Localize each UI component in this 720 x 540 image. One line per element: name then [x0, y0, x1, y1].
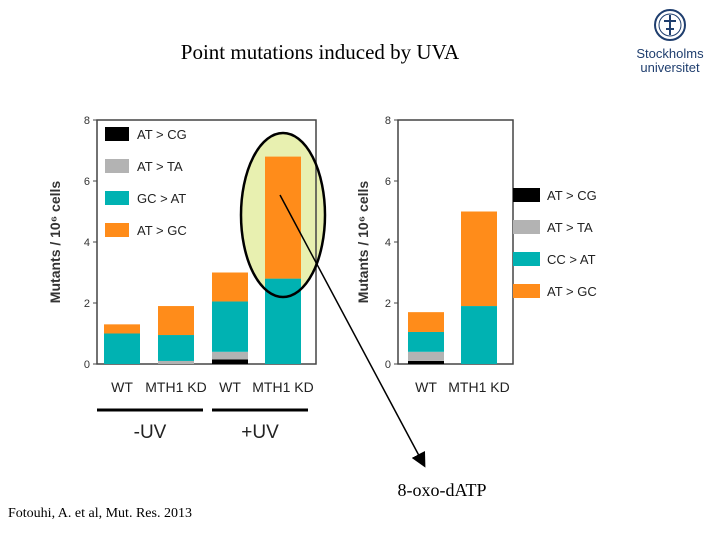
bar-segment-at-gc — [104, 324, 140, 334]
category-label: WT — [111, 379, 133, 395]
legend-label: AT > TA — [547, 220, 593, 235]
legend-swatch — [105, 191, 129, 205]
group-label: +UV — [241, 422, 279, 443]
category-label: WT — [415, 379, 437, 395]
bar-segment-at-gc — [158, 306, 194, 336]
legend-swatch — [513, 252, 540, 266]
logo-line1: Stockholms — [636, 46, 704, 61]
legend-label: AT > CG — [137, 127, 187, 142]
annotation-arrow — [279, 194, 426, 468]
logo-line2: universitet — [640, 60, 700, 75]
bar-segment-cc-at — [408, 331, 444, 352]
y-tick-label: 8 — [385, 115, 391, 127]
legend-swatch — [513, 220, 540, 234]
bar-segment-at-gc — [408, 312, 444, 332]
legend-swatch — [513, 284, 540, 298]
bar-segment-gc-at — [212, 301, 248, 352]
category-label: WT — [219, 379, 241, 395]
category-label: MTH1 KD — [448, 379, 509, 395]
y-axis-label: Mutants / 10⁶ cells — [355, 181, 371, 304]
bar-segment-at-ta — [158, 360, 194, 364]
bar-segment-at-ta — [408, 351, 444, 361]
bar-segment-at-gc — [461, 211, 497, 307]
category-label: MTH1 KD — [252, 379, 313, 395]
y-axis-label: Mutants / 10⁶ cells — [47, 181, 63, 304]
group-label: -UV — [134, 422, 167, 443]
bar-segment-gc-at — [104, 333, 140, 364]
bar-segment-at-cg — [212, 359, 248, 364]
legend-swatch — [105, 159, 129, 173]
y-tick-label: 0 — [84, 359, 90, 371]
annotation-label: 8-oxo-dATP — [398, 480, 487, 500]
bar-segment-at-gc — [212, 272, 248, 302]
bar-segment-at-cg — [408, 360, 444, 364]
bar-segment-at-ta — [212, 351, 248, 360]
legend-label: CC > AT — [547, 252, 596, 267]
y-tick-label: 0 — [385, 359, 391, 371]
bar-segment-at-gc — [265, 156, 301, 279]
legend-label: AT > TA — [137, 159, 183, 174]
university-seal-icon — [654, 9, 686, 41]
y-tick-label: 6 — [84, 176, 90, 188]
bar-segment-gc-at — [158, 335, 194, 361]
legend-label: GC > AT — [137, 191, 186, 206]
legend-label: AT > GC — [137, 223, 187, 238]
university-logo: Stockholms universitet — [630, 8, 710, 75]
legend-swatch — [105, 223, 129, 237]
highlight-ellipse — [239, 131, 327, 299]
legend-swatch — [105, 127, 129, 141]
bar-segment-cc-at — [461, 306, 497, 364]
y-tick-label: 4 — [385, 237, 391, 249]
bar-segment-gc-at — [265, 278, 301, 364]
y-tick-label: 8 — [84, 115, 90, 127]
legend-label: AT > CG — [547, 188, 597, 203]
citation: Fotouhi, A. et al, Mut. Res. 2013 — [8, 506, 192, 521]
category-label: MTH1 KD — [145, 379, 206, 395]
y-tick-label: 2 — [84, 298, 90, 310]
y-tick-label: 6 — [385, 176, 391, 188]
legend-label: AT > GC — [547, 284, 597, 299]
y-tick-label: 2 — [385, 298, 391, 310]
y-tick-label: 4 — [84, 237, 90, 249]
legend-swatch — [513, 188, 540, 202]
slide-title: Point mutations induced by UVA — [180, 40, 460, 64]
